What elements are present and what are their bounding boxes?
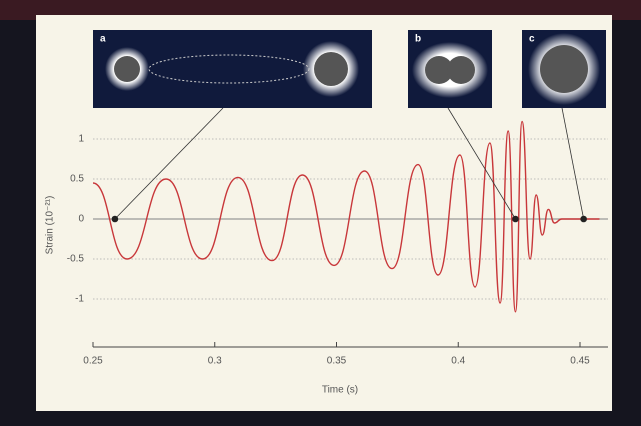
marker (112, 216, 119, 223)
star (114, 56, 140, 82)
inset-label: b (415, 34, 421, 45)
y-tick-label: -0.5 (67, 254, 85, 265)
x-tick-label: 0.4 (451, 356, 465, 367)
star (314, 52, 348, 86)
y-tick-label: 1 (78, 134, 84, 145)
star (447, 56, 475, 84)
x-tick-label: 0.25 (83, 356, 103, 367)
y-axis-title: Strain (10⁻²¹) (45, 196, 56, 255)
x-axis-title: Time (s) (322, 385, 358, 396)
x-tick-label: 0.35 (327, 356, 347, 367)
inset-label: a (100, 34, 106, 45)
x-tick-label: 0.45 (570, 356, 590, 367)
marker (512, 216, 519, 223)
star (540, 45, 588, 93)
page: {"chart_data": {"type": "line", "xlabel"… (0, 0, 641, 426)
y-tick-label: -1 (75, 294, 84, 305)
inset-label: c (529, 34, 535, 45)
y-tick-label: 0.5 (70, 174, 84, 185)
chart: Time (s) Strain (10⁻²¹) 1 0.5 0 -0.5 -1 0.25 0… (0, 0, 641, 426)
x-tick-label: 0.3 (208, 356, 222, 367)
marker (580, 216, 587, 223)
y-tick-label: 0 (78, 214, 84, 225)
